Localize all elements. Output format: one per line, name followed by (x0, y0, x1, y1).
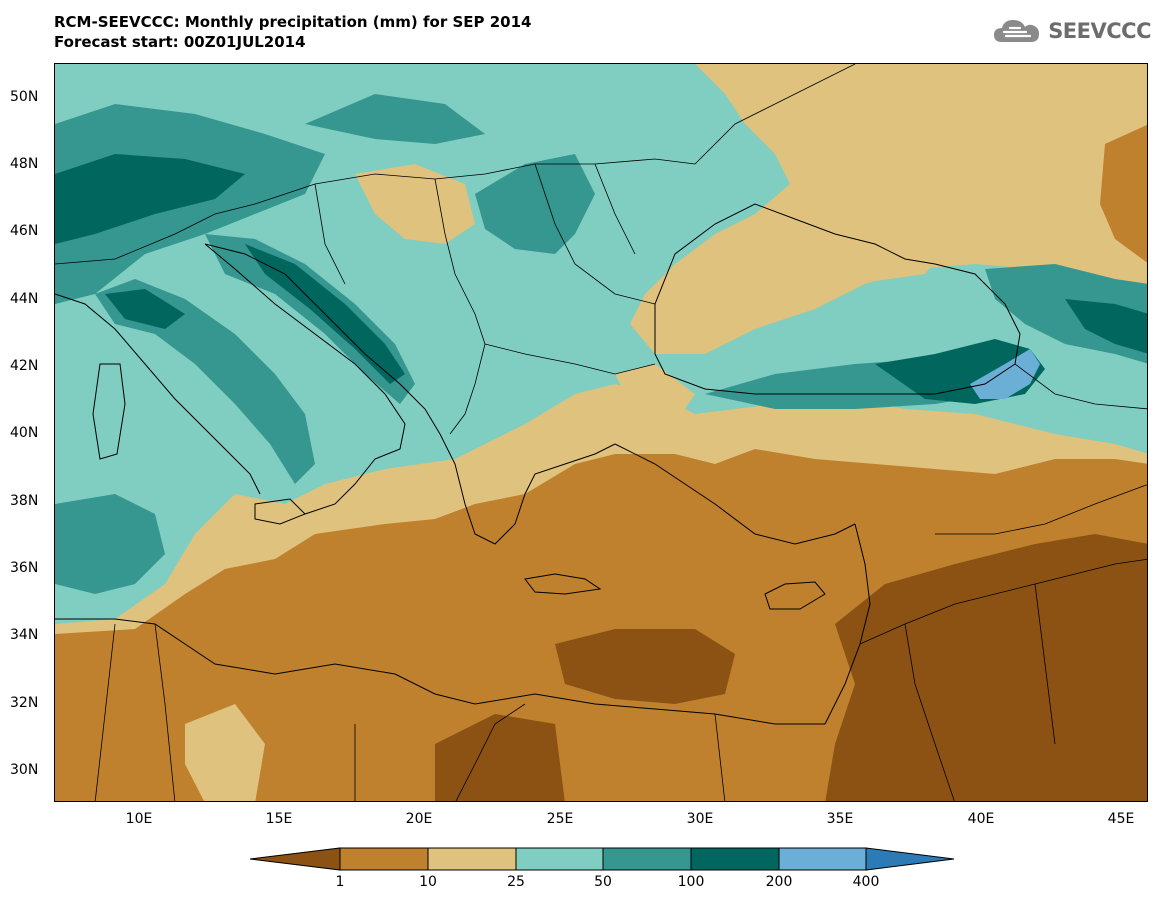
coastline-levant (824, 523, 871, 725)
colorbar-legend (250, 847, 955, 871)
colorbar-arrow-high (865, 847, 955, 871)
coastline-black-sea (654, 203, 1021, 395)
lat-tick-label: 40N (10, 425, 39, 441)
precipitation-map (54, 63, 1148, 802)
band-10-25-hungary (355, 164, 475, 244)
band-50-100-czech (305, 94, 485, 144)
band-100-200-italy (105, 289, 185, 329)
lon-tick-label: 25E (546, 811, 574, 827)
colorbar-label: 10 (419, 874, 437, 890)
lon-tick-label: 15E (265, 811, 293, 827)
band-50-100-carpathians (475, 154, 595, 254)
lon-tick-label: 45E (1107, 811, 1135, 827)
seevccc-logo: SEEVCCC (992, 16, 1151, 46)
colorbar-label: 200 (765, 874, 793, 890)
colorbar-label: 1 (335, 874, 345, 890)
lat-tick-label: 50N (10, 89, 39, 105)
colorbar-segment-25-50 (515, 847, 604, 871)
colorbar-label: 50 (594, 874, 612, 890)
lat-tick-label: 38N (10, 493, 39, 509)
coastlines (55, 203, 1021, 725)
coastline-italy-west (55, 293, 261, 495)
lat-tick-label: 34N (10, 627, 39, 643)
coastline-adriatic-east (204, 243, 441, 435)
band-100-200-alps (55, 154, 245, 244)
lon-tick-label: 10E (125, 811, 153, 827)
colorbar-label: 25 (507, 874, 525, 890)
lat-tick-label: 30N (10, 762, 39, 778)
lon-tick-label: 20E (405, 811, 433, 827)
coastline-sicily (254, 498, 306, 525)
colorbar-arrow-low (250, 847, 341, 871)
colorbar-label: 400 (852, 874, 880, 890)
colorbar-segment-1-10 (339, 847, 429, 871)
band-50-100-italy (95, 279, 315, 484)
logo-text: SEEVCCC (1048, 19, 1151, 43)
lat-tick-label: 42N (10, 358, 39, 374)
colorbar-label: 100 (677, 874, 705, 890)
map-title: RCM-SEEVCCC: Monthly precipitation (mm) … (54, 12, 531, 52)
band-50-100-adriatic (205, 234, 415, 404)
lat-tick-label: 36N (10, 560, 39, 576)
colorbar-segment-10-25 (427, 847, 517, 871)
colorbar-segment-100-200 (690, 847, 780, 871)
title-line-2: Forecast start: 00Z01JUL2014 (54, 33, 306, 51)
coastline-north-africa (55, 618, 825, 725)
lon-tick-label: 40E (967, 811, 995, 827)
lon-tick-label: 35E (826, 811, 854, 827)
lat-tick-label: 32N (10, 695, 39, 711)
coastline-italy-east (204, 243, 406, 515)
band-10-25-northeast (630, 64, 1147, 354)
coastline-sardinia (92, 363, 126, 460)
band-10-25-anatolia-lake (615, 364, 695, 424)
band-1-10-east (1100, 124, 1147, 263)
band-below-1-egypt (555, 629, 735, 704)
band-100-200-caucasus (1065, 299, 1147, 354)
lon-tick-label: 30E (686, 811, 714, 827)
coastline-greece (439, 433, 616, 545)
band-1-10-libya-light (185, 704, 265, 801)
band-200-400-georgia (970, 349, 1040, 399)
country-borders (55, 64, 1147, 801)
lat-tick-label: 46N (10, 223, 39, 239)
colorbar-segment-200-400 (778, 847, 867, 871)
lat-tick-label: 44N (10, 291, 39, 307)
coastline-crete (524, 573, 602, 595)
coastline-cyprus (764, 581, 826, 610)
colorbar-segment-50-100 (602, 847, 692, 871)
band-below-1-east (825, 534, 1147, 801)
cloud-logo-icon (994, 20, 1040, 42)
coastline-turkey-south (614, 443, 856, 545)
band-10-25-black-sea-north (795, 224, 955, 284)
lat-tick-label: 48N (10, 156, 39, 172)
band-50-100-sardinia (55, 494, 165, 594)
precipitation-map-svg (55, 64, 1147, 801)
title-line-1: RCM-SEEVCCC: Monthly precipitation (mm) … (54, 13, 532, 31)
